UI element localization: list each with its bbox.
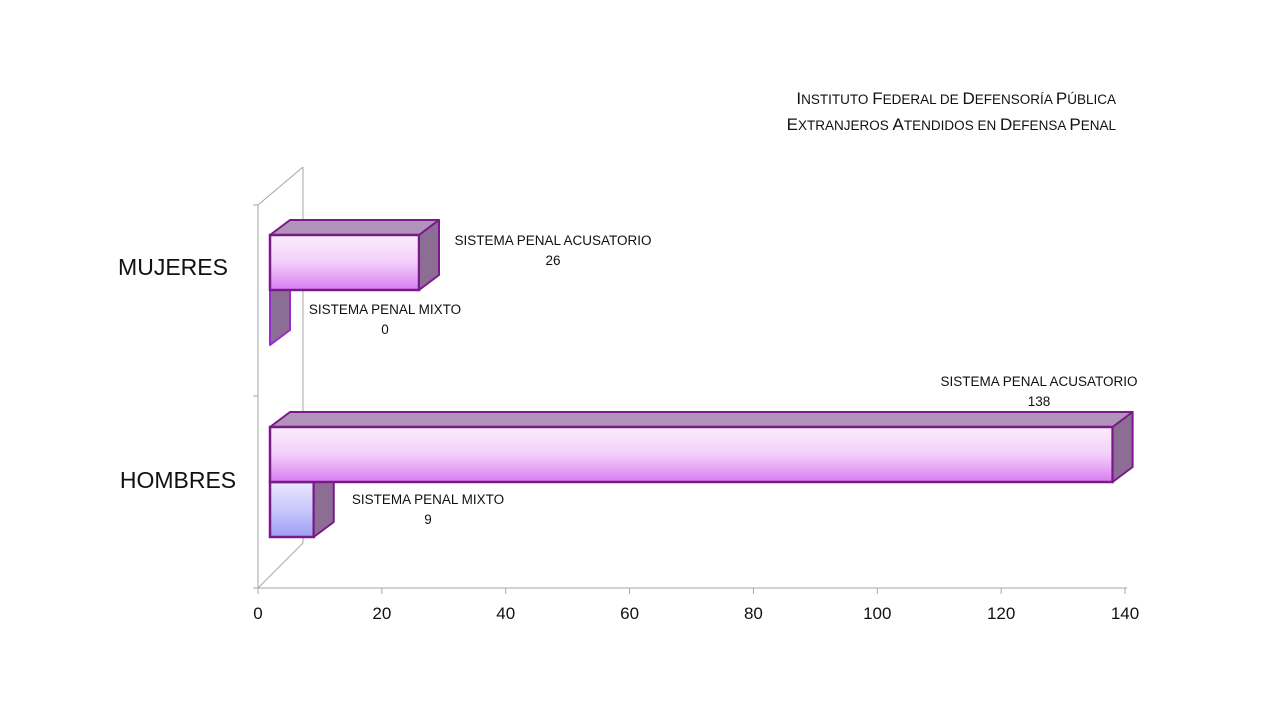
data-label-value: 26 [545,253,560,268]
wall-top-edge [257,166,304,206]
bar-acusatorio-mujeres [268,219,441,292]
x-tick-label: 140 [1111,604,1139,623]
bar-top-face [269,411,1134,428]
bar-front-face [268,480,315,539]
data-label-series: SISTEMA PENAL ACUSATORIO [940,374,1137,389]
x-tick-label: 20 [372,604,391,623]
data-label-series: SISTEMA PENAL ACUSATORIO [454,233,651,248]
floor-left-edge [257,542,304,589]
title-line-2: EXTRANJEROS ATENDIDOS EN DEFENSA PENAL [786,115,1116,134]
bar-front-face [268,425,1114,484]
x-tick-label: 100 [863,604,891,623]
bar-side-face [418,219,441,291]
y-category-label: HOMBRES [120,467,236,493]
data-label-series: SISTEMA PENAL MIXTO [309,302,461,317]
bar-side-face [1111,411,1134,483]
x-tick-label: 40 [496,604,515,623]
bar-acusatorio-hombres [268,411,1134,484]
y-category-label: MUJERES [118,254,228,280]
x-tick-label: 60 [620,604,639,623]
x-tick-label: 80 [744,604,763,623]
axes: 0 20 40 60 80 100 120 140 MUJERES HOMBRES [118,166,1139,623]
title-line-1: INSTITUTO FEDERAL DE DEFENSORÍA PÚBLICA [796,89,1116,108]
x-tick-label: 0 [253,604,262,623]
chart-title: INSTITUTO FEDERAL DE DEFENSORÍA PÚBLICA … [596,86,1116,138]
data-label-value: 0 [381,322,389,337]
bars [268,219,1134,539]
bar-top-face [269,219,441,236]
data-labels: SISTEMA PENAL MIXTO 0 SISTEMA PENAL ACUSAT… [309,233,1138,527]
data-label-value: 9 [424,512,432,527]
data-label-series: SISTEMA PENAL MIXTO [352,492,504,507]
x-tick-label: 120 [987,604,1015,623]
bar-front-face [268,233,421,292]
data-label-value: 138 [1028,394,1051,409]
